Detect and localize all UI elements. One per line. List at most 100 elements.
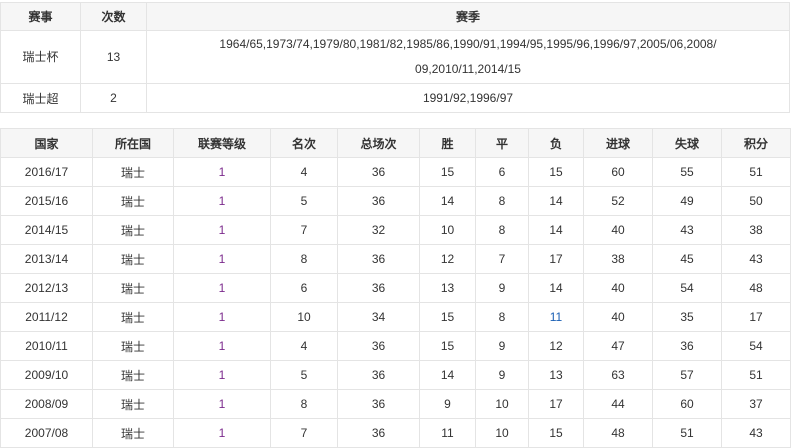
cell-goals-against: 35 xyxy=(652,302,722,332)
header-count: 次数 xyxy=(80,2,147,31)
header-league-level: 联赛等级 xyxy=(173,128,271,158)
cell-points: 17 xyxy=(721,302,791,332)
cell-league-level[interactable]: 1 xyxy=(173,157,271,187)
cell-goals-for: 40 xyxy=(583,273,653,303)
table-row: 2010/11 瑞士 1 4 36 15 9 12 47 36 54 xyxy=(0,331,791,361)
cell-country: 2010/11 xyxy=(0,331,93,361)
cell-goals-for: 63 xyxy=(583,360,653,390)
seasons: 1964/65,1973/74,1979/80,1981/82,1985/86,… xyxy=(146,30,790,84)
cell-rank: 8 xyxy=(270,389,338,419)
cell-rank: 7 xyxy=(270,418,338,448)
cell-points: 54 xyxy=(721,331,791,361)
cell-played: 36 xyxy=(337,418,420,448)
league-header-row: 国家 所在国 联赛等级 名次 总场次胜平负进球 失球 积分 xyxy=(0,128,791,158)
cell-points: 50 xyxy=(721,186,791,216)
cell-played: 36 xyxy=(337,244,420,274)
cell-country: 2015/16 xyxy=(0,186,93,216)
header-drawn: 平 xyxy=(475,128,529,158)
cell-league-level[interactable]: 1 xyxy=(173,331,271,361)
cell-league-level[interactable]: 1 xyxy=(173,244,271,274)
cell-won: 15 xyxy=(419,302,476,332)
cell-goals-against: 43 xyxy=(652,215,722,245)
cell-drawn: 10 xyxy=(475,418,529,448)
cell-host: 瑞士 xyxy=(92,157,174,187)
cell-goals-against: 45 xyxy=(652,244,722,274)
cell-goals-for: 47 xyxy=(583,331,653,361)
cell-drawn: 10 xyxy=(475,389,529,419)
cell-lost: 15 xyxy=(528,157,584,187)
header-won: 胜 xyxy=(419,128,476,158)
cell-league-level[interactable]: 1 xyxy=(173,186,271,216)
cell-league-level[interactable]: 1 xyxy=(173,215,271,245)
table-row: 2016/17 瑞士 1 4 36 15 6 15 60 55 51 xyxy=(0,157,791,187)
table-row: 2012/13 瑞士 1 6 36 13 9 14 40 54 48 xyxy=(0,273,791,303)
cell-drawn: 7 xyxy=(475,244,529,274)
cell-rank: 4 xyxy=(270,331,338,361)
cell-goals-against: 51 xyxy=(652,418,722,448)
cell-won: 13 xyxy=(419,273,476,303)
cell-league-level[interactable]: 1 xyxy=(173,360,271,390)
cell-country: 2011/12 xyxy=(0,302,93,332)
cell-lost: 12 xyxy=(528,331,584,361)
cell-goals-for: 52 xyxy=(583,186,653,216)
cell-drawn: 8 xyxy=(475,215,529,245)
cell-played: 36 xyxy=(337,389,420,419)
cell-drawn: 6 xyxy=(475,157,529,187)
cell-goals-for: 40 xyxy=(583,215,653,245)
header-competition: 赛事 xyxy=(0,2,81,31)
cell-goals-against: 49 xyxy=(652,186,722,216)
header-lost: 负 xyxy=(528,128,584,158)
table-row: 2014/15 瑞士 1 7 32 10 8 14 40 43 38 xyxy=(0,215,791,245)
cell-rank: 5 xyxy=(270,186,338,216)
cell-host: 瑞士 xyxy=(92,418,174,448)
cell-country: 2013/14 xyxy=(0,244,93,274)
cell-goals-against: 36 xyxy=(652,331,722,361)
cell-drawn: 9 xyxy=(475,331,529,361)
cell-host: 瑞士 xyxy=(92,244,174,274)
cell-goals-for: 38 xyxy=(583,244,653,274)
seasons: 1991/92,1996/97 xyxy=(146,83,790,113)
cell-rank: 6 xyxy=(270,273,338,303)
cell-lost: 14 xyxy=(528,186,584,216)
cell-lost: 11 xyxy=(528,302,584,332)
cell-rank: 5 xyxy=(270,360,338,390)
cell-league-level[interactable]: 1 xyxy=(173,418,271,448)
cell-points: 38 xyxy=(721,215,791,245)
cell-played: 34 xyxy=(337,302,420,332)
cell-played: 36 xyxy=(337,186,420,216)
count: 2 xyxy=(80,83,147,113)
cell-won: 11 xyxy=(419,418,476,448)
header-seasons: 赛季 xyxy=(146,2,790,31)
competition: 瑞士超 xyxy=(0,83,81,113)
count: 13 xyxy=(80,30,147,84)
cell-won: 9 xyxy=(419,389,476,419)
cell-drawn: 8 xyxy=(475,186,529,216)
cell-drawn: 9 xyxy=(475,360,529,390)
cell-host: 瑞士 xyxy=(92,215,174,245)
cell-league-level[interactable]: 1 xyxy=(173,389,271,419)
cell-drawn: 8 xyxy=(475,302,529,332)
league-table: 国家 所在国 联赛等级 名次 总场次胜平负进球 失球 积分 2016/17 瑞士 1 4 36 15 6… xyxy=(0,128,791,448)
cell-lost: 13 xyxy=(528,360,584,390)
cell-played: 36 xyxy=(337,157,420,187)
cell-league-level[interactable]: 1 xyxy=(173,302,271,332)
cell-won: 14 xyxy=(419,186,476,216)
table-row: 2009/10 瑞士 1 5 36 14 9 13 63 57 51 xyxy=(0,360,791,390)
honors-row: 瑞士杯 13 1964/65,1973/74,1979/80,1981/82,1… xyxy=(0,30,790,84)
cell-country: 2014/15 xyxy=(0,215,93,245)
cell-points: 37 xyxy=(721,389,791,419)
header-rank: 名次 xyxy=(270,128,338,158)
cell-points: 43 xyxy=(721,244,791,274)
cell-points: 43 xyxy=(721,418,791,448)
cell-lost: 17 xyxy=(528,244,584,274)
cell-won: 10 xyxy=(419,215,476,245)
seasons-text: 1964/65,1973/74,1979/80,1981/82,1985/86,… xyxy=(219,37,717,76)
cell-rank: 4 xyxy=(270,157,338,187)
cell-host: 瑞士 xyxy=(92,331,174,361)
table-row: 2013/14 瑞士 1 8 36 12 7 17 38 45 43 xyxy=(0,244,791,274)
cell-goals-against: 55 xyxy=(652,157,722,187)
cell-rank: 7 xyxy=(270,215,338,245)
cell-won: 15 xyxy=(419,157,476,187)
cell-host: 瑞士 xyxy=(92,389,174,419)
cell-league-level[interactable]: 1 xyxy=(173,273,271,303)
